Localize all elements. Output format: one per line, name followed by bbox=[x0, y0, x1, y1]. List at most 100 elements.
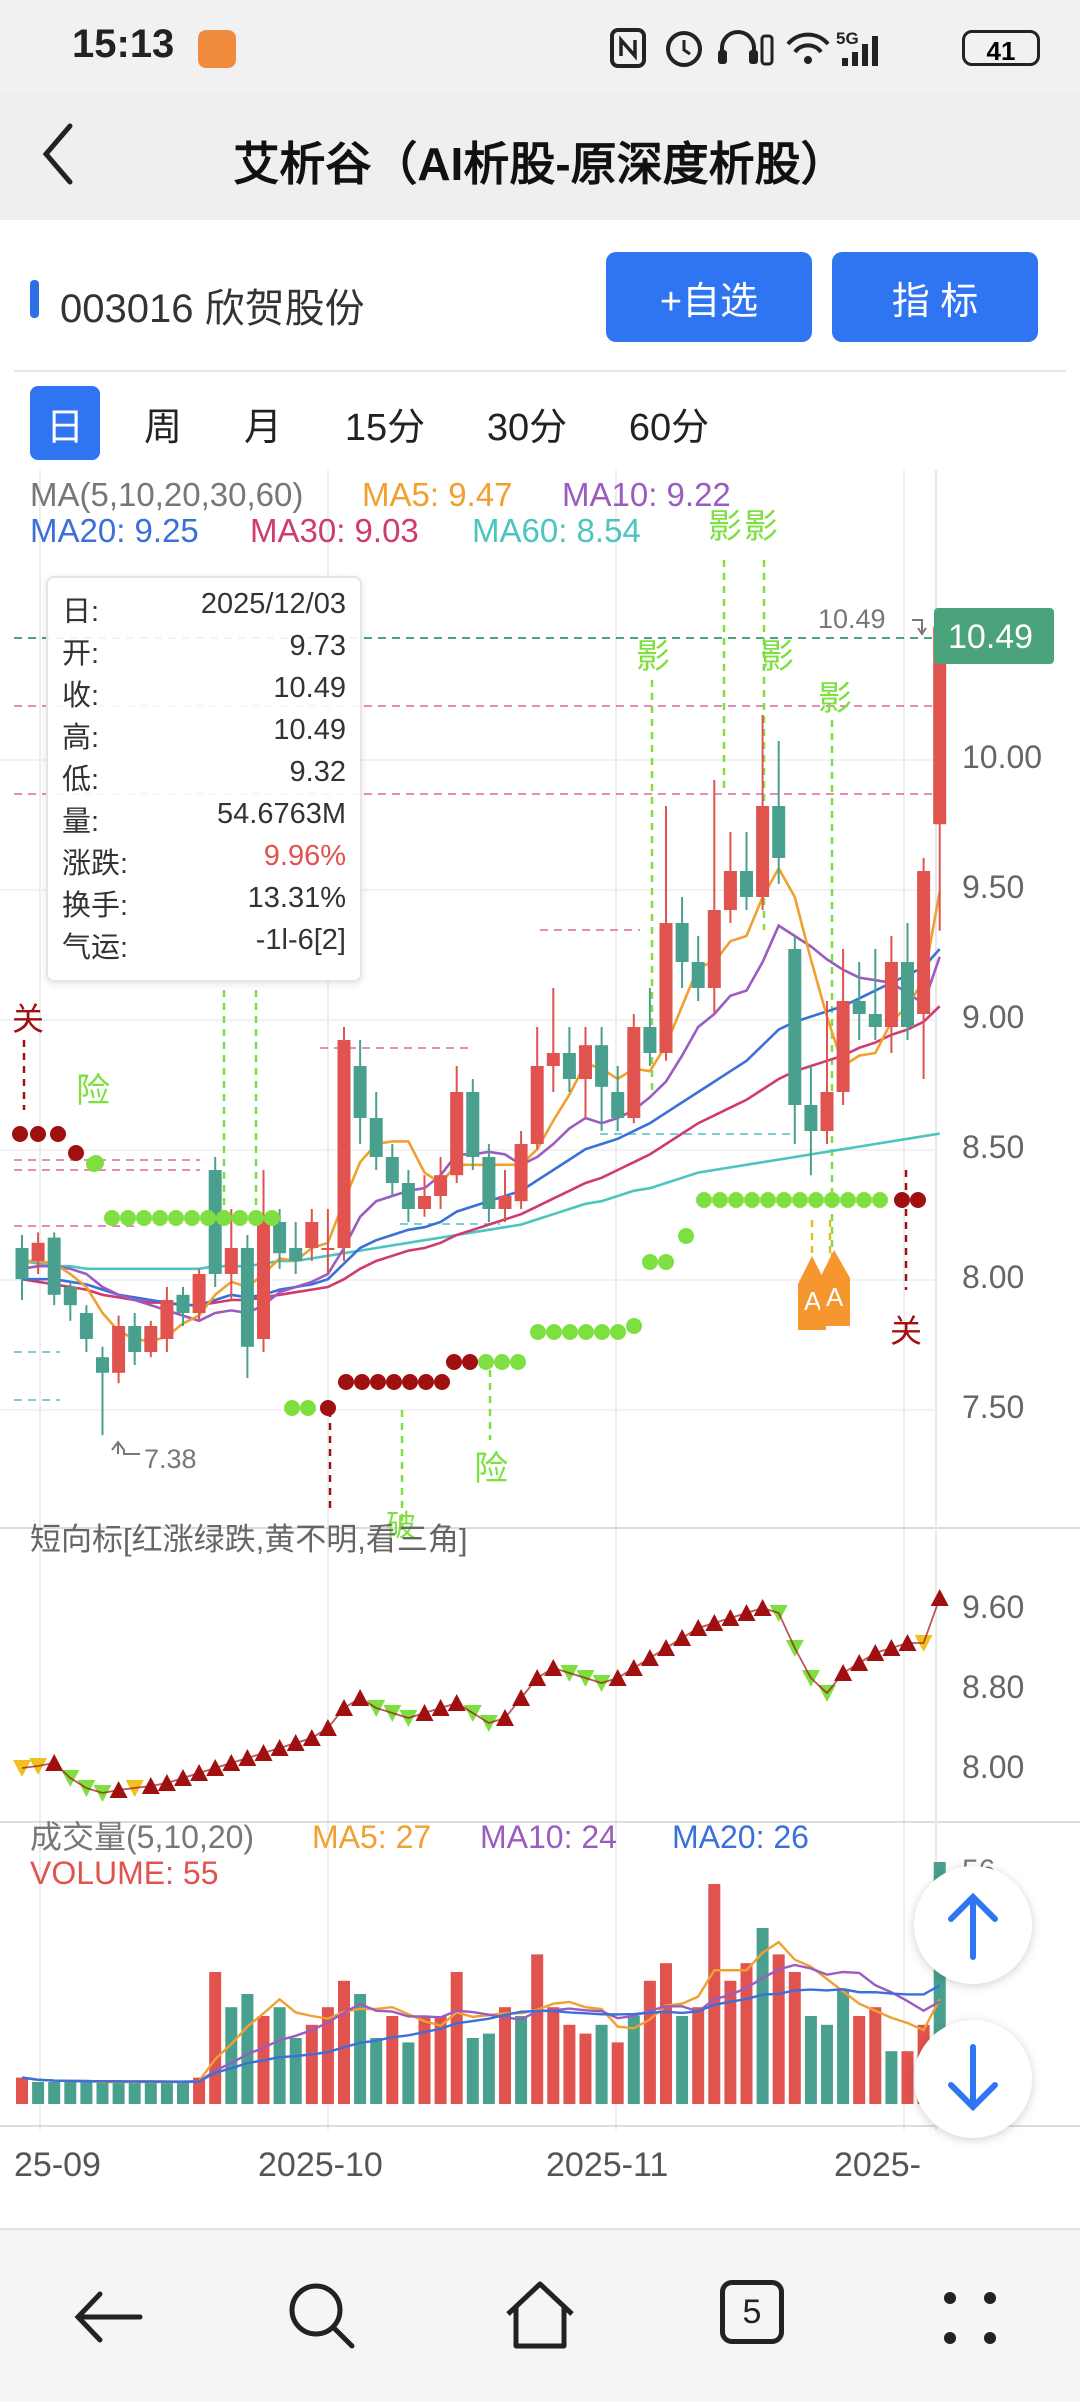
candle bbox=[498, 1196, 512, 1209]
volume-bar bbox=[193, 2077, 206, 2104]
tabs-count-button[interactable]: 5 bbox=[720, 2280, 784, 2344]
scroll-up-button[interactable] bbox=[914, 1866, 1032, 1984]
volume-bar bbox=[450, 1972, 463, 2104]
candle bbox=[401, 1183, 415, 1209]
tab-30min[interactable]: 30分 bbox=[486, 406, 568, 449]
volume-bar bbox=[724, 1980, 737, 2104]
volume-bar bbox=[289, 2038, 302, 2104]
last-price-value: 10.49 bbox=[948, 618, 1033, 656]
candle bbox=[31, 1242, 45, 1261]
alarm-icon bbox=[666, 31, 702, 67]
candle bbox=[595, 1045, 609, 1087]
tab-month[interactable]: 月 bbox=[243, 406, 282, 449]
signal-dot-green bbox=[696, 1192, 712, 1208]
ma30-legend: MA30: 9.03 bbox=[250, 512, 419, 549]
vol-ma10-legend: MA10: 24 bbox=[480, 1819, 617, 1855]
candle bbox=[740, 871, 753, 897]
volume-bar bbox=[772, 1954, 785, 2104]
price-axis-label: 8.50 bbox=[962, 1129, 1024, 1165]
a-marker-shape bbox=[820, 1250, 850, 1326]
short-panel-title: 短向标[红涨绿跌,黄不明,看三角] bbox=[30, 1522, 467, 1557]
price-axis-label: 9.00 bbox=[962, 999, 1024, 1035]
stock-accent-bar bbox=[30, 280, 39, 318]
signal-dot-green bbox=[494, 1354, 510, 1370]
candle bbox=[385, 1157, 399, 1183]
signal-dot-green bbox=[840, 1192, 856, 1208]
vol-ma5-legend: MA5: 27 bbox=[312, 1819, 431, 1855]
signal-dot-green bbox=[776, 1192, 792, 1208]
candle bbox=[643, 1027, 657, 1053]
kline-chart[interactable]: MA(5,10,20,30,60) MA5: 9.47 MA10: 9.22 M… bbox=[0, 470, 1080, 2190]
tab-day[interactable]: 日 bbox=[30, 386, 100, 460]
indicator-button[interactable]: 指 标 bbox=[832, 252, 1038, 342]
signal-dot-green bbox=[546, 1324, 562, 1340]
volume-bar bbox=[177, 2082, 189, 2104]
xian-marker: 险 bbox=[76, 1072, 110, 1110]
volume-bar bbox=[305, 2024, 318, 2104]
volume-bar bbox=[547, 2007, 560, 2104]
wifi-icon bbox=[786, 32, 830, 46]
more-icon[interactable] bbox=[940, 2288, 1000, 2348]
candle bbox=[305, 1222, 319, 1248]
tab-week[interactable]: 周 bbox=[143, 406, 182, 449]
signal-dot-green bbox=[642, 1254, 658, 1270]
low-price-label: 7.38 bbox=[144, 1444, 197, 1474]
signal-dot-green bbox=[136, 1210, 152, 1226]
volume-ma20-line bbox=[21, 1984, 941, 2083]
search-icon[interactable] bbox=[284, 2278, 360, 2354]
popup-row: 开: 9.73 bbox=[62, 630, 346, 670]
ma-lines bbox=[21, 865, 941, 1343]
candle bbox=[47, 1237, 61, 1295]
home-icon[interactable] bbox=[500, 2276, 580, 2352]
volume-bar bbox=[209, 1972, 222, 2104]
short-axis-label: 8.80 bbox=[962, 1669, 1024, 1705]
popup-row: 涨跌: 9.96% bbox=[62, 840, 346, 880]
signal-dot-green bbox=[200, 1210, 216, 1226]
stock-name: 003016 欣贺股份 bbox=[60, 287, 365, 331]
volume-bar bbox=[64, 2082, 77, 2104]
candle bbox=[369, 1118, 383, 1157]
candle bbox=[546, 1053, 560, 1066]
candle bbox=[933, 626, 947, 825]
volume-bar bbox=[434, 2016, 447, 2104]
volume-bar bbox=[48, 2082, 61, 2104]
signal-dot-green bbox=[808, 1192, 824, 1208]
signal-dot-dark bbox=[320, 1400, 336, 1416]
volume-bar bbox=[112, 2082, 125, 2104]
popup-row: 收: 10.49 bbox=[62, 672, 346, 712]
battery-indicator: 41 bbox=[962, 30, 1040, 66]
candle bbox=[240, 1248, 254, 1347]
add-watchlist-button[interactable]: +自选 bbox=[606, 252, 812, 342]
signal-dot-dark bbox=[386, 1374, 402, 1390]
signal-dot-green bbox=[478, 1354, 494, 1370]
signal-dot-green bbox=[300, 1400, 316, 1416]
signal-dot-green bbox=[510, 1354, 526, 1370]
divider bbox=[14, 370, 1066, 372]
page-title: 艾析谷（AI析股-原深度析股） bbox=[233, 138, 847, 190]
signal-dot-dark bbox=[910, 1192, 926, 1208]
price-axis-label: 10.00 bbox=[962, 739, 1042, 775]
ma60-legend: MA60: 8.54 bbox=[472, 512, 641, 549]
volume-bar bbox=[853, 2016, 866, 2104]
short-signal-triangle bbox=[13, 1760, 31, 1777]
guan-marker: 关 bbox=[890, 1313, 922, 1349]
scroll-down-button[interactable] bbox=[914, 2020, 1032, 2138]
ying-marker: 影 bbox=[760, 638, 794, 676]
ma20-line bbox=[22, 948, 941, 1307]
signal-dot-green bbox=[216, 1210, 232, 1226]
signal-dot-dark bbox=[354, 1374, 370, 1390]
candle bbox=[15, 1248, 29, 1280]
candle bbox=[192, 1274, 206, 1313]
volume-bar bbox=[901, 2051, 914, 2104]
ma10-legend: MA10: 9.22 bbox=[562, 476, 731, 513]
price-axis-label: 9.50 bbox=[962, 869, 1024, 905]
candle bbox=[579, 1045, 592, 1079]
back-arrow-icon[interactable] bbox=[70, 2282, 146, 2352]
volume-bar bbox=[160, 2082, 173, 2104]
back-icon[interactable] bbox=[38, 120, 78, 190]
tab-15min[interactable]: 15分 bbox=[344, 406, 426, 449]
volume-bar bbox=[32, 2082, 45, 2104]
signal-dot-green bbox=[610, 1324, 626, 1340]
tab-60min[interactable]: 60分 bbox=[628, 406, 710, 449]
candle bbox=[627, 1027, 641, 1118]
